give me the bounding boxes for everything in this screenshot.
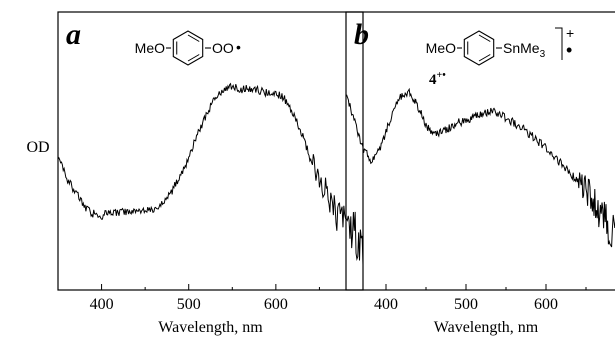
- x-tick-label: 500: [454, 296, 478, 313]
- x-tick-label: 400: [90, 296, 114, 313]
- panel-label: b: [354, 18, 369, 51]
- radical-dot: •: [236, 39, 241, 55]
- x-tick-label: 400: [374, 296, 398, 313]
- x-axis-label: Wavelength, nm: [158, 319, 263, 336]
- panel-label: a: [66, 18, 81, 51]
- benzene-ring: [463, 30, 495, 66]
- structure-substituent-label: SnMe3: [503, 40, 546, 60]
- structure-meo-label: MeO: [426, 40, 456, 56]
- x-tick-label: 600: [264, 296, 288, 313]
- benzene-ring: [172, 30, 204, 66]
- ring-double-bond: [187, 54, 200, 62]
- radical-cation-bracket: [555, 27, 563, 60]
- structure-substituent-label: OO: [212, 40, 234, 56]
- spectrum-line: [346, 87, 615, 248]
- panel-b: 400 500 600 Wavelength, nm b MeO SnMe3 +• 4+•: [345, 11, 615, 336]
- compound-label: 4+•: [429, 70, 446, 88]
- ring-double-bond: [478, 34, 491, 42]
- y-axis-label: OD: [26, 139, 49, 156]
- ring-double-bond: [187, 34, 200, 42]
- structure-meo-label: MeO: [135, 40, 165, 56]
- charge-sign: +: [566, 25, 574, 41]
- x-tick-label: 500: [177, 296, 201, 313]
- x-tick-label: 600: [534, 296, 558, 313]
- spectrum-line: [58, 82, 363, 265]
- radical-dot: •: [566, 40, 572, 60]
- plot-frame: [345, 11, 615, 291]
- plot-frame: [57, 11, 364, 291]
- x-axis-label: Wavelength, nm: [434, 319, 539, 336]
- ring-double-bond: [478, 54, 491, 62]
